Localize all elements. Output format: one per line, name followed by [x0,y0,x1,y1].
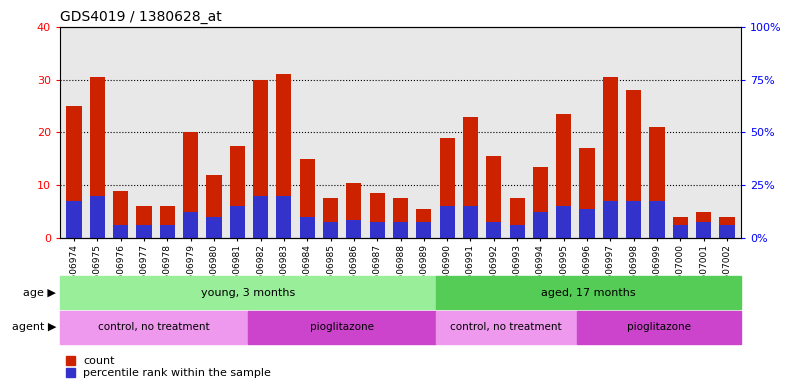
Bar [113,190,128,238]
Bar [463,207,478,238]
Bar [556,207,571,238]
Bar [577,311,741,344]
Legend: count, percentile rank within the sample: count, percentile rank within the sample [66,356,272,379]
Bar [323,222,338,238]
Bar [650,127,665,238]
Bar [300,217,315,238]
Bar [579,209,594,238]
Bar [60,311,248,344]
Bar [230,207,245,238]
Text: age ▶: age ▶ [23,288,56,298]
Bar [579,148,594,238]
Bar [533,167,548,238]
Bar [369,222,384,238]
Text: GDS4019 / 1380628_at: GDS4019 / 1380628_at [60,10,222,24]
Bar [486,222,501,238]
Bar [696,222,711,238]
Bar [719,217,735,238]
Bar [159,207,175,238]
Bar [207,217,222,238]
Bar [183,132,198,238]
Text: young, 3 months: young, 3 months [201,288,295,298]
Bar [159,225,175,238]
Bar [300,159,315,238]
Bar [509,225,525,238]
Text: agent ▶: agent ▶ [12,322,56,333]
Bar [113,225,128,238]
Bar [440,138,455,238]
Bar [509,199,525,238]
Bar [323,199,338,238]
Bar [533,212,548,238]
Bar [230,146,245,238]
Bar [556,114,571,238]
Bar [207,175,222,238]
Text: control, no treatment: control, no treatment [450,322,562,333]
Bar [603,77,618,238]
Bar [603,201,618,238]
Bar [696,212,711,238]
Bar [440,207,455,238]
Bar [66,106,82,238]
Bar [719,225,735,238]
Text: aged, 17 months: aged, 17 months [541,288,636,298]
Bar [673,217,688,238]
Bar [276,74,292,238]
Text: pioglitazone: pioglitazone [310,322,374,333]
Bar [183,212,198,238]
Bar [417,222,432,238]
Bar [136,225,151,238]
Bar [90,77,105,238]
Bar [393,199,408,238]
Bar [276,196,292,238]
Bar [650,201,665,238]
Text: pioglitazone: pioglitazone [626,322,690,333]
Bar [463,117,478,238]
Bar [346,183,361,238]
Bar [417,209,432,238]
Bar [253,79,268,238]
Bar [90,196,105,238]
Bar [369,193,384,238]
Bar [248,311,436,344]
Bar [253,196,268,238]
Bar [626,201,642,238]
Bar [60,276,436,309]
Bar [346,220,361,238]
Bar [436,311,577,344]
Bar [436,276,741,309]
Bar [673,225,688,238]
Text: control, no treatment: control, no treatment [99,322,210,333]
Bar [393,222,408,238]
Bar [626,90,642,238]
Bar [136,207,151,238]
Bar [486,156,501,238]
Bar [66,201,82,238]
